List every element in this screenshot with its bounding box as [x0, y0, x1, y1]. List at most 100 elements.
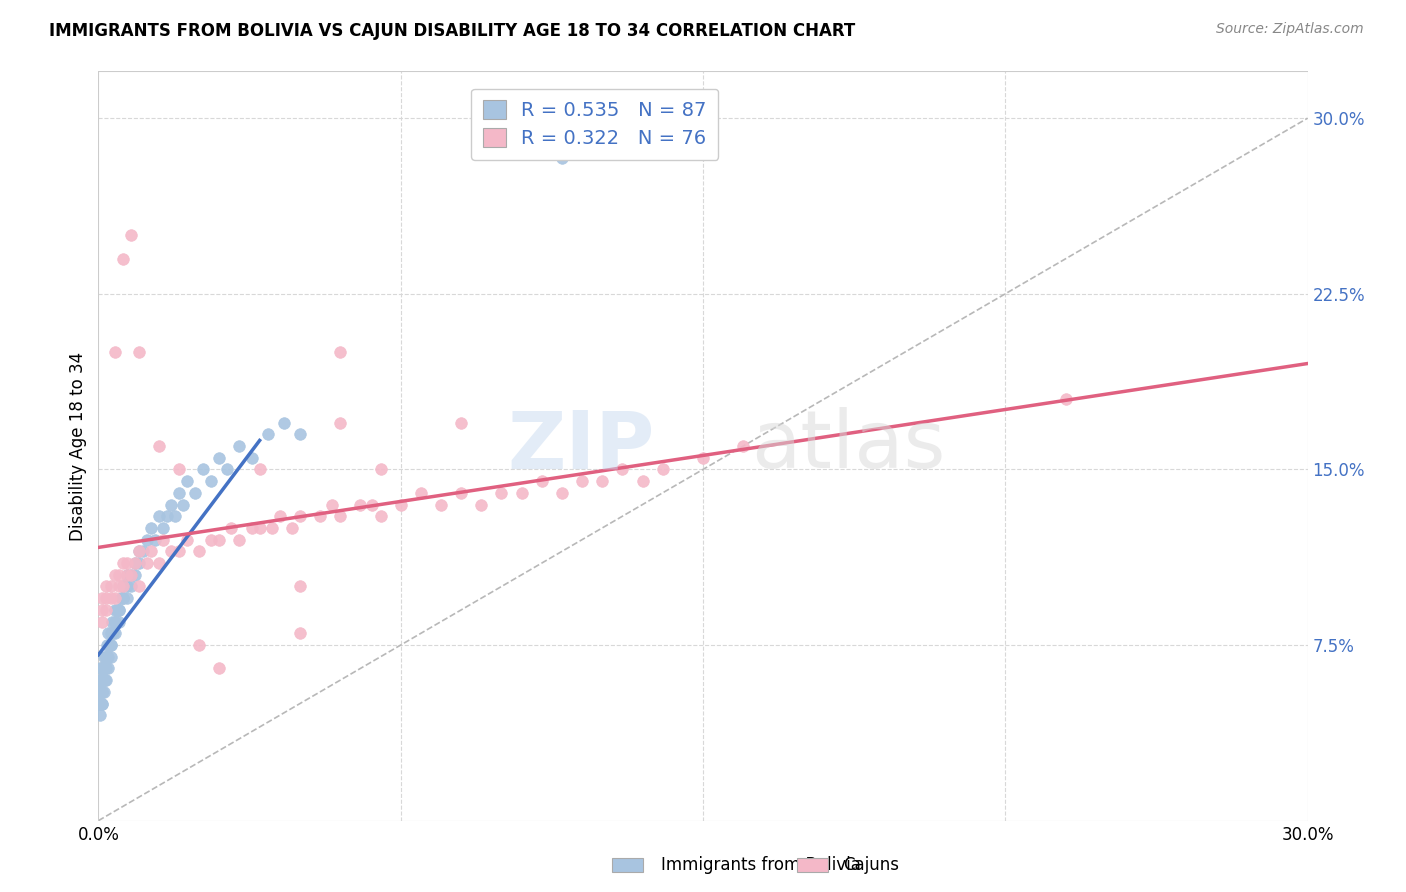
Point — [128, 544, 150, 558]
Point — [143, 533, 166, 547]
Point — [631, 474, 654, 488]
Point — [510, 485, 533, 500]
Text: atlas: atlas — [751, 407, 946, 485]
Point — [96, 673, 118, 688]
Point — [108, 603, 131, 617]
Text: Immigrants from Bolivia: Immigrants from Bolivia — [661, 856, 860, 874]
Point — [90, 697, 112, 711]
Point — [208, 450, 231, 465]
Text: Cajuns: Cajuns — [844, 856, 900, 874]
Point — [96, 580, 118, 594]
Point — [111, 580, 134, 594]
Point — [148, 509, 170, 524]
Point — [120, 228, 142, 243]
Point — [128, 580, 150, 594]
Legend: R = 0.535   N = 87, R = 0.322   N = 76: R = 0.535 N = 87, R = 0.322 N = 76 — [471, 88, 718, 160]
Point — [89, 661, 111, 675]
Point — [115, 556, 138, 570]
Point — [103, 591, 125, 606]
Point — [93, 673, 115, 688]
Point — [100, 638, 122, 652]
Point — [361, 498, 384, 512]
Point — [193, 462, 215, 476]
Point — [100, 638, 122, 652]
Point — [91, 697, 114, 711]
Point — [107, 580, 129, 594]
Text: IMMIGRANTS FROM BOLIVIA VS CAJUN DISABILITY AGE 18 TO 34 CORRELATION CHART: IMMIGRANTS FROM BOLIVIA VS CAJUN DISABIL… — [49, 22, 855, 40]
Point — [89, 697, 111, 711]
Point — [172, 498, 194, 512]
Point — [91, 591, 114, 606]
Point — [135, 533, 157, 547]
Point — [93, 649, 115, 664]
Point — [409, 485, 432, 500]
Point — [249, 521, 271, 535]
Point — [692, 450, 714, 465]
Point — [111, 556, 134, 570]
Point — [148, 556, 170, 570]
Point — [349, 498, 371, 512]
Point — [288, 580, 311, 594]
Point — [571, 474, 593, 488]
Point — [249, 462, 271, 476]
Point — [139, 544, 162, 558]
Point — [89, 685, 111, 699]
Point — [148, 439, 170, 453]
Point — [120, 567, 142, 582]
Point — [167, 544, 190, 558]
Point — [329, 345, 352, 359]
Point — [111, 591, 134, 606]
Point — [160, 498, 183, 512]
Point — [167, 485, 190, 500]
Point — [160, 544, 183, 558]
Point — [370, 509, 392, 524]
Point — [240, 450, 263, 465]
Point — [309, 509, 332, 524]
Point — [97, 649, 120, 664]
Point — [128, 556, 150, 570]
Point — [91, 603, 114, 617]
Point — [260, 521, 283, 535]
Point — [120, 580, 142, 594]
Point — [100, 626, 122, 640]
Point — [96, 591, 118, 606]
Point — [551, 151, 574, 165]
Point — [208, 661, 231, 675]
Point — [430, 498, 453, 512]
Point — [288, 509, 311, 524]
Point — [281, 521, 304, 535]
Text: ZIP: ZIP — [508, 407, 655, 485]
Point — [491, 485, 513, 500]
Point — [167, 462, 190, 476]
Point — [124, 567, 146, 582]
Point — [450, 416, 472, 430]
Point — [100, 649, 122, 664]
Point — [591, 474, 613, 488]
Point — [240, 521, 263, 535]
Point — [115, 580, 138, 594]
Point — [97, 661, 120, 675]
Point — [139, 521, 162, 535]
Point — [91, 673, 114, 688]
Point — [163, 509, 186, 524]
Point — [329, 416, 352, 430]
Point — [89, 673, 111, 688]
Point — [94, 661, 117, 675]
Point — [256, 427, 278, 442]
Point — [111, 580, 134, 594]
Point — [128, 345, 150, 359]
Point — [91, 673, 114, 688]
Point — [89, 685, 111, 699]
Point — [93, 661, 115, 675]
Point — [94, 649, 117, 664]
Point — [152, 521, 174, 535]
Point — [90, 697, 112, 711]
Point — [100, 615, 122, 629]
Point — [208, 533, 231, 547]
Point — [107, 615, 129, 629]
Point — [117, 591, 139, 606]
Point — [91, 673, 114, 688]
Point — [91, 685, 114, 699]
Point — [273, 416, 295, 430]
Point — [612, 462, 634, 476]
